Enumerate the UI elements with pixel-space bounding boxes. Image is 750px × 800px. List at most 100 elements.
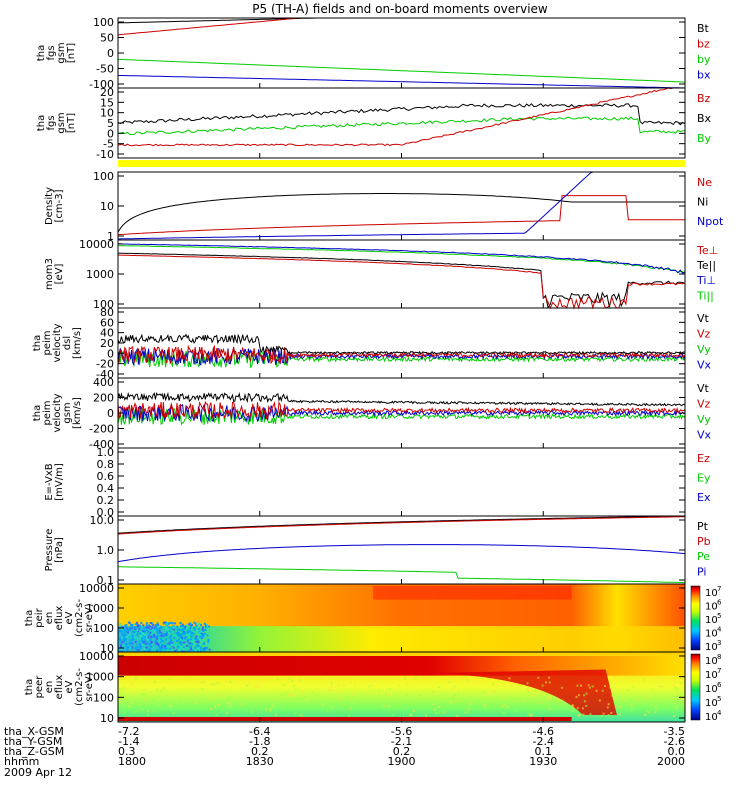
- spectrogram-cell: [549, 695, 552, 698]
- panel-frame: [117, 447, 686, 517]
- spectrogram-cell: [520, 684, 523, 687]
- spectrogram-cell: [660, 685, 663, 688]
- series-line-Bt: [117, 17, 685, 24]
- series-line-Ne: [117, 195, 685, 236]
- spectrogram-cell: [457, 693, 460, 696]
- spectrogram-cell: [161, 640, 164, 643]
- spectrogram-cell: [150, 641, 153, 644]
- spectrogram-cell: [177, 648, 180, 651]
- spectrogram-band: [429, 669, 617, 715]
- spectrogram-cell: [165, 647, 168, 650]
- spectrogram-cell: [198, 647, 201, 650]
- spectrogram-cell: [681, 700, 684, 703]
- spectrogram-cell: [248, 682, 251, 685]
- spectrogram-cell: [483, 704, 486, 707]
- spectrogram-cell: [126, 646, 129, 649]
- spectrogram-cell: [226, 712, 229, 715]
- spectrogram-cell: [194, 622, 197, 625]
- panel-efield: E=-VxB[mV/m] 1.00.80.60.40.20.0 Ez Ey Ex: [44, 446, 711, 519]
- spectrogram-cell: [627, 689, 630, 692]
- legend-label-Pe: Pe: [697, 550, 710, 563]
- spectrogram-cell: [529, 714, 532, 717]
- spectrogram-cell: [437, 686, 440, 689]
- spectrogram-cell: [180, 624, 183, 627]
- y-tick-label: 10: [100, 642, 114, 655]
- y-tick-label: 10: [100, 107, 114, 120]
- spectrogram-cell: [154, 626, 157, 629]
- spectrogram-cell: [664, 700, 667, 703]
- spectrogram-cell: [206, 624, 209, 627]
- y-tick-label: -400: [89, 438, 114, 451]
- spectrogram-cell: [610, 712, 613, 714]
- spectrogram-cell: [182, 625, 185, 628]
- spectrogram-cell: [673, 687, 676, 689]
- spectrogram-cell: [654, 706, 657, 709]
- spectrogram-cell: [154, 681, 157, 683]
- spectrogram-cell: [139, 646, 142, 649]
- spectrogram-cell: [186, 640, 189, 643]
- spectrogram-cell: [178, 626, 181, 629]
- y-tick-label: 20: [100, 337, 114, 350]
- spectrogram-cell: [166, 631, 169, 634]
- legend-label-Bz: Bz: [697, 92, 711, 105]
- spectrogram-cell: [451, 696, 454, 699]
- spectrogram-cell: [152, 696, 155, 699]
- spectrogram-cell: [120, 648, 123, 651]
- spectrogram-cell: [173, 622, 176, 625]
- spectrogram-cell: [326, 709, 329, 712]
- footer-value: -1.8: [249, 735, 270, 748]
- spectrogram-cell: [308, 702, 311, 704]
- spectrogram-cell: [153, 634, 155, 636]
- series-line-Pi: [117, 544, 686, 563]
- ylabel-line: peir: [34, 607, 45, 627]
- spectrogram-cell: [446, 705, 449, 708]
- spectrogram-cell: [157, 625, 160, 628]
- y-tick-label: 40: [100, 327, 114, 340]
- spectrogram-cell: [201, 628, 204, 631]
- spectrogram-cell: [131, 683, 134, 686]
- ylabel-line: dsl: [62, 336, 73, 350]
- spectrogram-cell: [143, 640, 146, 643]
- spectrogram-cell: [464, 711, 467, 714]
- spectrogram-cell: [190, 646, 192, 649]
- spectrogram-cell: [179, 640, 181, 643]
- series-line-Bz: [117, 87, 685, 147]
- spectrogram-cell: [204, 628, 207, 631]
- spectrogram-cell: [211, 683, 214, 686]
- ylabel-line: Pressure: [44, 529, 55, 572]
- spectrogram-cell: [561, 699, 564, 702]
- spectrogram-cell: [304, 696, 307, 698]
- spectrogram-cell: [197, 643, 200, 646]
- spectrogram-cell: [676, 695, 679, 698]
- spectrogram-cell: [131, 635, 134, 638]
- spectrogram-cell: [342, 684, 345, 687]
- spectrogram-cell: [147, 626, 150, 629]
- legend-label-Vz: Vz: [697, 328, 711, 341]
- spectrogram-cell: [578, 714, 581, 717]
- spectrogram-cell: [271, 704, 274, 707]
- spectrogram-cell: [609, 686, 612, 689]
- spectrogram-cell: [200, 636, 203, 639]
- spectrogram-cell: [198, 637, 201, 640]
- spectrogram-cell: [141, 643, 144, 646]
- spectrogram-cell: [397, 703, 400, 706]
- panel-ylabel: Pressure[nPa]: [44, 529, 65, 572]
- spectrogram-cell: [140, 630, 143, 633]
- spectrogram-cell: [163, 634, 166, 637]
- spectrogram-cell: [187, 679, 190, 682]
- spectrogram-cell: [196, 641, 199, 644]
- spectrogram-cell: [145, 642, 147, 645]
- spectrogram-cell: [131, 624, 134, 626]
- series-line-Npot: [118, 171, 685, 240]
- spectrogram-cell: [438, 711, 441, 714]
- spectrogram-cell: [205, 647, 208, 650]
- spectrogram-cell: [657, 685, 660, 688]
- colorbar-tick-exponent: 7: [717, 667, 721, 675]
- y-tick-label: 100: [93, 170, 114, 183]
- spectrogram-cell: [646, 710, 649, 713]
- spectrogram-cell: [503, 696, 506, 699]
- spectrogram-cell: [139, 625, 142, 628]
- y-tick-label: -200: [89, 423, 114, 436]
- spectrogram-cell: [513, 689, 516, 692]
- panel-peer-spectrogram: thapeerenefluxeV(cm2-s-sr-eV) 10000 1000 10…: [24, 650, 722, 725]
